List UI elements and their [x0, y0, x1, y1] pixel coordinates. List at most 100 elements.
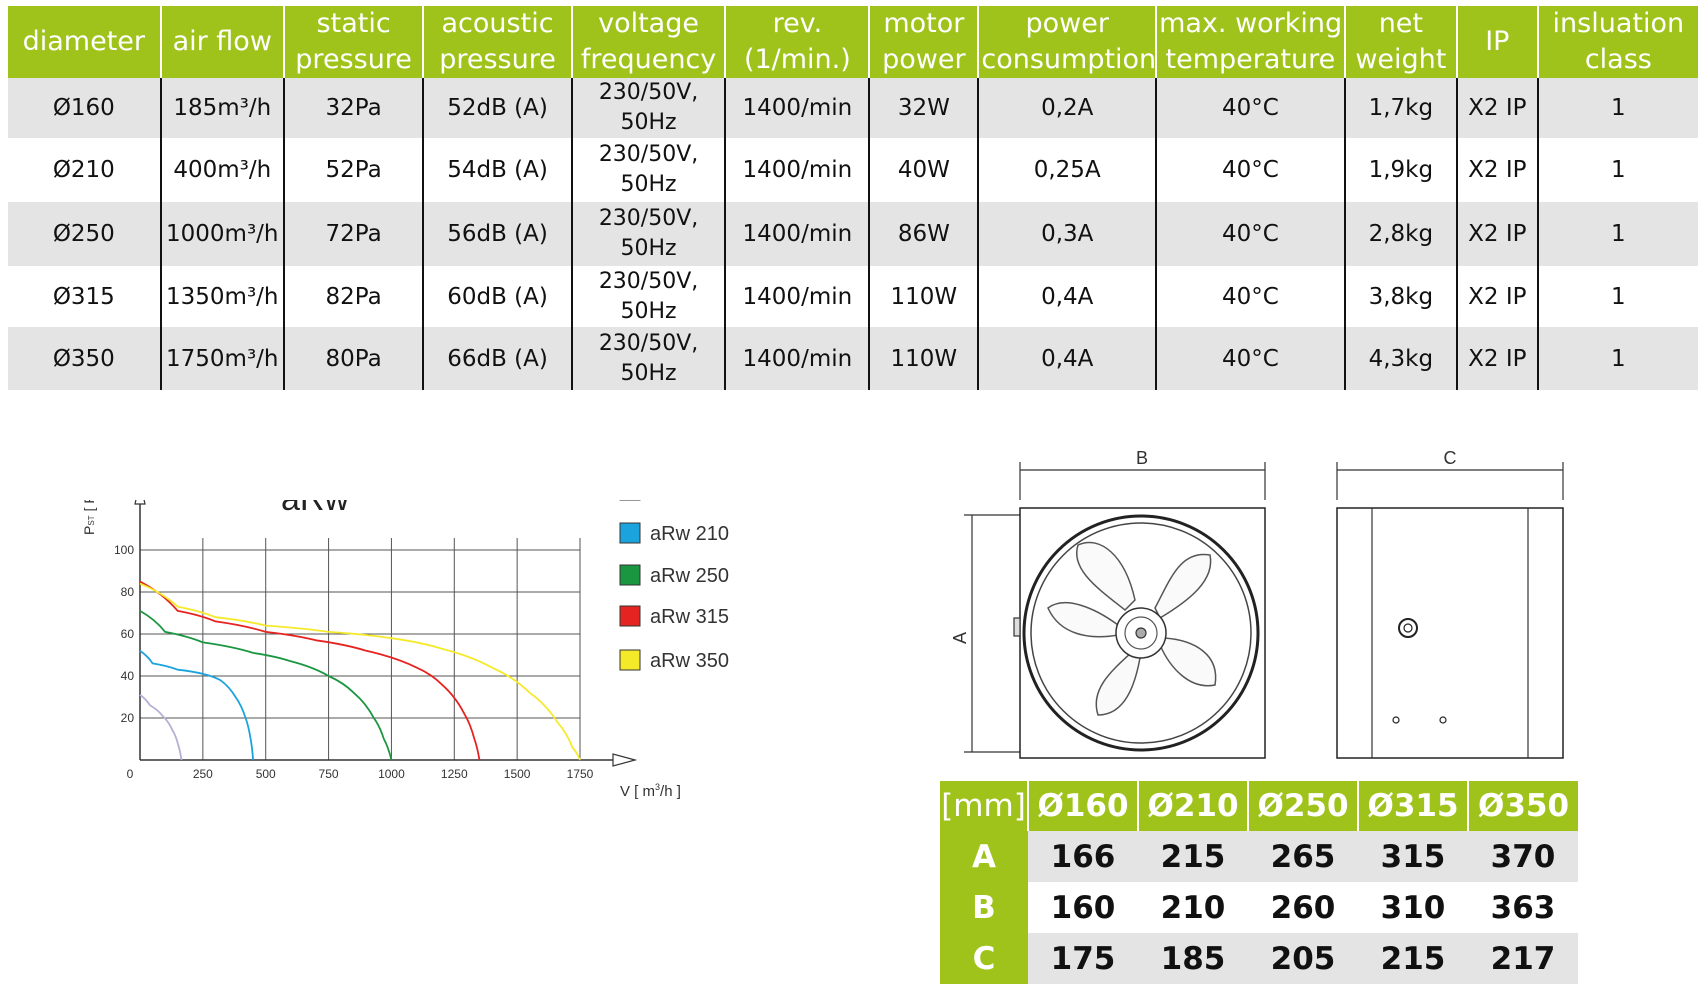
- cell-rev: 1400/min: [724, 266, 870, 327]
- cell-air-flow: 1750m³/h: [159, 327, 284, 390]
- cell-ip: X2 IP: [1456, 327, 1538, 390]
- x-tick-label: 500: [256, 767, 276, 781]
- cell-insulation-class: 1: [1536, 138, 1698, 202]
- performance-chart: 0 250 500 750 1000 1250 1500 1750 20 40 60 80 100 aRw…: [81, 500, 729, 800]
- cell-static-pressure: 82Pa: [282, 266, 424, 327]
- dim-cell: 310: [1358, 882, 1468, 933]
- x-tick-label: 1750: [567, 767, 594, 781]
- x-axis-arrow: [612, 753, 638, 767]
- cell-air-flow: 1000m³/h: [159, 202, 284, 266]
- series-line-1: [139, 650, 255, 761]
- cell-insulation-class: 1: [1536, 327, 1698, 390]
- x-tick-label: 250: [193, 767, 213, 781]
- dim-cell: 260: [1248, 882, 1358, 933]
- dim-cell: 160: [1028, 882, 1138, 933]
- y-axis-label: PST [ Pa ]: [81, 500, 97, 535]
- table-row: B 160 210 260 310 363: [940, 882, 1578, 933]
- table-row: Ø315 1350m³/h 82Pa 60dB (A) 230/50V, 50Hz 1400…: [8, 266, 1698, 327]
- cell-ip: X2 IP: [1456, 138, 1538, 202]
- dim-col-header: Ø350: [1467, 781, 1578, 831]
- dim-cell: 166: [1028, 831, 1138, 882]
- cell-diameter: Ø160: [8, 78, 161, 138]
- x-tick-label: 750: [319, 767, 339, 781]
- x-axis-label-post: /h ]: [660, 783, 681, 800]
- dim-col-header: Ø160: [1027, 781, 1138, 831]
- cell-max-temperature: 40°C: [1155, 78, 1345, 138]
- dim-table-body: A 166 215 265 315 370 B 160 210 260 310 363 C 175 185 2…: [940, 831, 1578, 984]
- dim-cell: 315: [1358, 831, 1468, 882]
- cell-motor-power: 40W: [868, 138, 979, 202]
- cell-motor-power: 110W: [868, 266, 979, 327]
- series-line-4: [139, 582, 581, 761]
- cell-rev: 1400/min: [724, 327, 870, 390]
- cell-acoustic-pressure: 54dB (A): [422, 138, 572, 202]
- cell-acoustic-pressure: 56dB (A): [422, 202, 572, 266]
- cell-diameter: Ø350: [8, 327, 161, 390]
- dimension-table: [mm] Ø160 Ø210 Ø250 Ø315 Ø350 A 166 215 265…: [940, 781, 1578, 984]
- header-insulation-class: insluation class: [1536, 6, 1698, 78]
- dim-cell: 185: [1138, 933, 1248, 984]
- spec-table-body: Ø160 185m³/h 32Pa 52dB (A) 230/50V, 50Hz 1400/…: [8, 78, 1698, 390]
- dim-cell: 363: [1468, 882, 1578, 933]
- dim-cell: 215: [1138, 831, 1248, 882]
- legend-swatch: [619, 564, 641, 586]
- cable-gland: [1398, 618, 1418, 638]
- cell-net-weight: 1,9kg: [1343, 138, 1457, 202]
- header-rev: rev. (1/min.): [724, 6, 870, 78]
- table-row: A 166 215 265 315 370: [940, 831, 1578, 882]
- series-line-0: [139, 694, 183, 761]
- y-axis-arrow: [134, 500, 146, 505]
- header-power-consumption: power consumption: [977, 6, 1157, 78]
- cell-ip: X2 IP: [1456, 266, 1538, 327]
- label-c: C: [1444, 448, 1457, 468]
- cell-max-temperature: 40°C: [1155, 266, 1345, 327]
- cell-insulation-class: 1: [1536, 202, 1698, 266]
- header-max-working-temperature: max. working temperature: [1155, 6, 1345, 78]
- cell-static-pressure: 72Pa: [282, 202, 424, 266]
- cell-max-temperature: 40°C: [1155, 138, 1345, 202]
- x-tick-label: 1500: [504, 767, 531, 781]
- y-tick-label: 60: [121, 627, 135, 641]
- cell-air-flow: 400m³/h: [159, 138, 284, 202]
- cell-rev: 1400/min: [724, 138, 870, 202]
- cell-power-consumption: 0,4A: [977, 266, 1157, 327]
- cell-max-temperature: 40°C: [1155, 202, 1345, 266]
- dim-cell: 265: [1248, 831, 1358, 882]
- legend-label: aRw 160: [650, 500, 729, 502]
- cell-voltage: 230/50V, 50Hz: [570, 202, 726, 266]
- cell-power-consumption: 0,3A: [977, 202, 1157, 266]
- x-axis-label: V [ m3/h ]: [620, 782, 681, 800]
- cell-net-weight: 4,3kg: [1343, 327, 1457, 390]
- series-line-2: [139, 610, 393, 761]
- cell-net-weight: 3,8kg: [1343, 266, 1457, 327]
- legend-label: aRw 315: [650, 606, 729, 628]
- cell-diameter: Ø250: [8, 202, 161, 266]
- dim-header-row: [mm] Ø160 Ø210 Ø250 Ø315 Ø350: [940, 781, 1578, 831]
- legend-swatch: [619, 649, 641, 671]
- header-air-flow: air flow: [159, 6, 284, 78]
- fan-side-body: [1336, 507, 1564, 759]
- cell-net-weight: 1,7kg: [1343, 78, 1457, 138]
- y-tick-label: 40: [121, 669, 135, 683]
- front-view: [964, 462, 1266, 759]
- cell-rev: 1400/min: [724, 78, 870, 138]
- legend-label: aRw 350: [650, 650, 729, 672]
- y-tick-label: 20: [121, 711, 135, 725]
- cell-net-weight: 2,8kg: [1343, 202, 1457, 266]
- y-axis-label-main: P: [81, 526, 97, 535]
- fan-ring-outer: [1022, 514, 1260, 752]
- cell-ip: X2 IP: [1456, 78, 1538, 138]
- y-tick-label: 100: [114, 543, 134, 557]
- cell-power-consumption: 0,2A: [977, 78, 1157, 138]
- cell-air-flow: 1350m³/h: [159, 266, 284, 327]
- cell-insulation-class: 1: [1536, 266, 1698, 327]
- dim-corner-unit: [mm]: [940, 781, 1028, 831]
- dimension-drawing: B C A: [950, 448, 1564, 759]
- x-axis-label-sup: 3: [655, 782, 660, 792]
- x-tick-label: 1000: [378, 767, 405, 781]
- cell-static-pressure: 32Pa: [282, 78, 424, 138]
- header-net-weight: net weight: [1343, 6, 1457, 78]
- cell-motor-power: 32W: [868, 78, 979, 138]
- dim-row-label: C: [940, 933, 1028, 984]
- x-tick-label: 0: [127, 767, 134, 781]
